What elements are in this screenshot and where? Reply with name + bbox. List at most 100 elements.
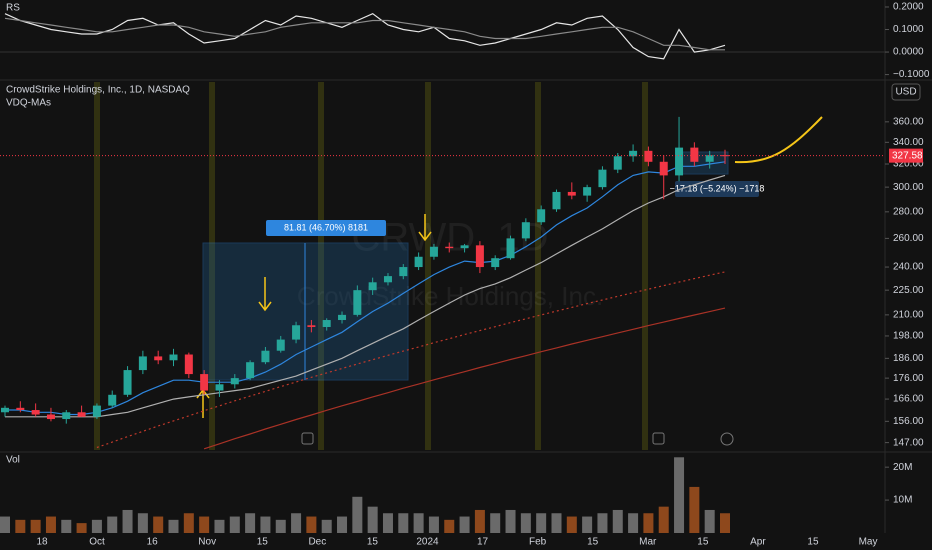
y-tick-label: 210.00 — [893, 310, 924, 321]
volume-bar — [352, 496, 363, 533]
y-tick-label: 340.00 — [893, 137, 924, 148]
y-tick-label: 280.00 — [893, 206, 924, 217]
y-tick-label: 147.00 — [893, 437, 924, 448]
volume-bar — [444, 519, 455, 533]
ma-line — [5, 174, 726, 418]
ma-line — [96, 271, 726, 449]
x-tick-label: May — [859, 537, 878, 548]
candle-body — [62, 412, 71, 420]
candle-body — [567, 191, 576, 196]
volume-bar — [306, 516, 317, 533]
volume-bar — [612, 509, 623, 533]
volume-bar — [674, 457, 685, 533]
candle-body — [77, 412, 86, 417]
x-tick-label: 2024 — [416, 537, 439, 548]
candle-body — [721, 155, 729, 157]
volume-bar — [45, 516, 56, 533]
y-tick-label: 0.0000 — [893, 47, 924, 58]
ma-line — [4, 13, 726, 60]
y-tick-label: 176.00 — [893, 373, 924, 384]
volume-bar — [474, 509, 485, 533]
volume-bar — [107, 516, 118, 533]
measure-label: −17.18 (−5.24%) −1718 — [670, 183, 765, 193]
y-tick-label: 360.00 — [893, 116, 924, 127]
candle-body — [506, 238, 515, 259]
candle-body — [230, 378, 239, 385]
candle-body — [598, 169, 607, 188]
projection-curve — [734, 116, 823, 164]
y-tick-label: 0.1000 — [893, 24, 924, 35]
x-tick-label: 15 — [257, 537, 269, 548]
x-tick-label: Nov — [198, 537, 216, 548]
candle-body — [491, 258, 500, 268]
volume-bar — [122, 509, 133, 533]
volume-bar — [137, 513, 148, 533]
volume-bar — [536, 513, 547, 533]
candle-body — [138, 356, 147, 371]
candle-body — [521, 222, 530, 239]
volume-bar — [153, 516, 164, 533]
volume-bar — [15, 519, 26, 533]
candle-body — [690, 147, 699, 162]
candle-body — [537, 209, 546, 223]
volume-bar — [61, 519, 72, 533]
volume-title: Vol — [6, 455, 20, 466]
candle-body — [675, 147, 684, 176]
candle-body — [184, 354, 193, 375]
x-tick-label: Oct — [89, 537, 105, 548]
candle-body — [368, 282, 377, 291]
volume-bar — [597, 513, 608, 533]
x-tick-label: 17 — [477, 537, 489, 548]
x-tick-label: Apr — [750, 537, 766, 548]
volume-bar — [168, 519, 179, 533]
volume-bar — [30, 519, 41, 533]
x-tick-label: 15 — [587, 537, 599, 548]
earnings-highlights — [94, 82, 648, 450]
candle-body — [31, 410, 40, 415]
volume-bar — [398, 513, 409, 533]
volume-bar — [0, 516, 10, 533]
candle-body — [292, 325, 301, 340]
volume-bar — [245, 513, 256, 533]
volume-bar — [428, 516, 439, 533]
volume-bar — [551, 513, 562, 533]
y-tick-label: 300.00 — [893, 182, 924, 193]
volume-bar — [183, 513, 194, 533]
candle-body — [429, 246, 438, 257]
y-tick-label: 156.00 — [893, 416, 924, 427]
price-title: CrowdStrike Holdings, Inc., 1D, NASDAQ — [6, 85, 190, 96]
candle-body — [276, 339, 285, 351]
x-tick-label: 15 — [697, 537, 709, 548]
last-price-box — [889, 148, 923, 163]
volume-bar — [214, 519, 225, 533]
y-tick-label: −0.1000 — [893, 69, 930, 80]
volume-bar — [413, 513, 424, 533]
volume-bar — [689, 486, 700, 533]
volume-bar — [337, 516, 348, 533]
volume-bar — [275, 519, 286, 533]
candle-body — [92, 405, 101, 417]
candle-body — [629, 150, 638, 157]
candle-body — [322, 320, 331, 328]
volume-bar — [566, 516, 577, 533]
currency: USD — [895, 87, 916, 98]
candle-body — [46, 414, 55, 420]
y-tick-label: 0.2000 — [893, 2, 924, 13]
candle-body — [246, 362, 255, 379]
ma-line — [203, 307, 726, 450]
candle-body — [215, 384, 224, 391]
candle-body — [1, 407, 9, 413]
candle-body — [353, 290, 362, 315]
volume-bar — [658, 506, 669, 533]
watermark-subtitle: CrowdStrike Holdings, Inc. — [297, 281, 603, 311]
price-subtitle: VDQ-MAs — [6, 98, 51, 109]
volume-bar — [229, 516, 240, 533]
ma-line — [5, 161, 726, 416]
currency-box — [891, 83, 921, 101]
candle-body — [261, 350, 270, 363]
volume-bar — [582, 516, 593, 533]
candle-body — [338, 314, 347, 321]
volume-bar — [199, 516, 210, 533]
candle-body — [460, 245, 469, 249]
